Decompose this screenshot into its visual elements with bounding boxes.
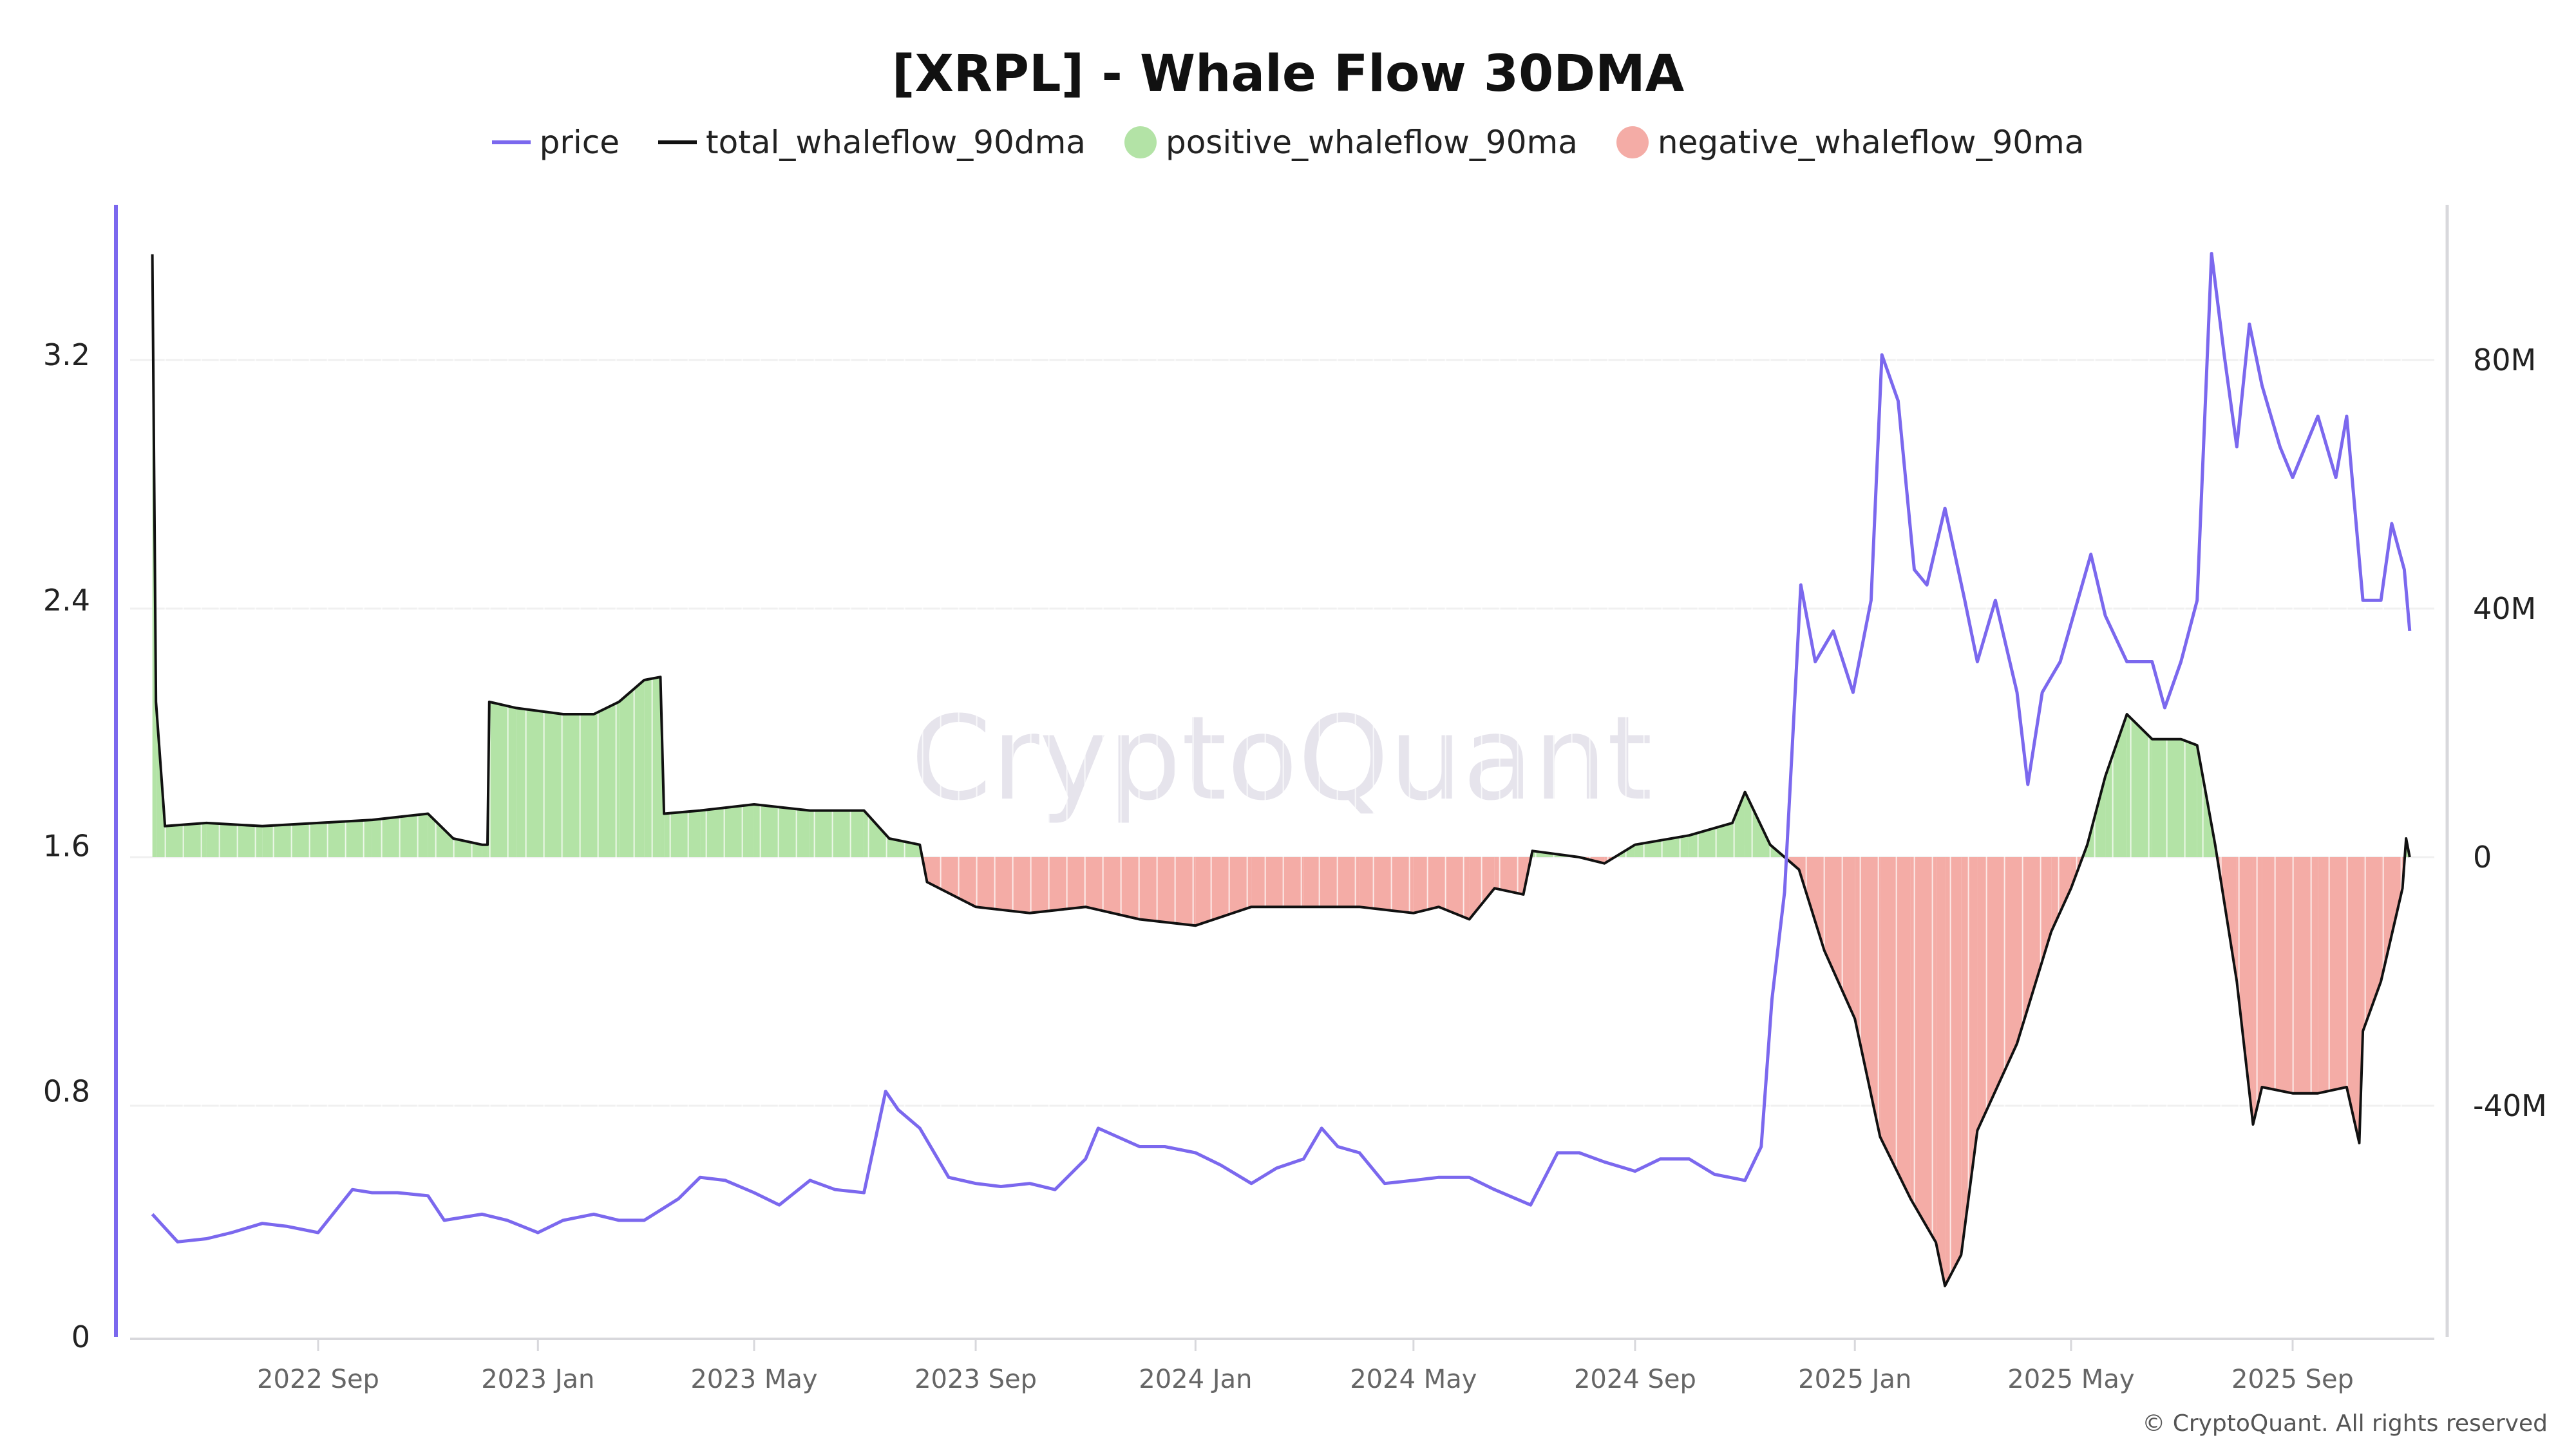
legend: price total_whaleflow_90dma positive_wha… [0,124,2576,161]
watermark: CryptoQuant [911,692,1653,826]
x-axis-tick-label: 2024 Jan [1139,1365,1252,1394]
positive-flow-bar [1745,791,1770,857]
x-axis-tick-label: 2025 Sep [2231,1365,2354,1394]
positive-flow-bar [664,810,701,857]
legend-label: positive_whaleflow_90ma [1165,124,1578,161]
positive-flow-bar [428,813,453,857]
negative-flow-bar [1936,857,1946,1286]
negative-flow-bar [1029,857,1086,913]
left-axis-tick-label: 2.4 [43,583,90,618]
negative-flow-bar [1494,857,1524,895]
positive-flow-bar [619,679,645,857]
negative-flow-bar [2293,857,2318,1094]
x-axis-tick-label: 2024 Sep [1574,1365,1696,1394]
negative-flow-bar [2363,857,2382,1032]
positive-flow-bar [753,804,810,857]
x-axis-tick-label: 2025 Jan [1798,1365,1911,1394]
negative-flow-bar [1880,857,1911,1199]
price-line [151,252,2412,1244]
right-axis-tick-label: 0 [2473,840,2492,875]
left-axis-tick-label: 3.2 [43,337,90,372]
negative-flow-bar [2346,857,2360,1143]
positive-flow-bar [594,701,620,857]
legend-swatch-negative [1616,126,1649,158]
x-axis-tick-label: 2023 May [690,1365,817,1394]
positive-flow-bar [482,844,488,857]
negative-flow-bar [1085,857,1140,920]
positive-flow-bar [563,714,594,857]
negative-flow-bar [976,857,1030,913]
positive-flow-bar [2181,739,2197,857]
negative-flow-bar [2051,857,2071,932]
legend-swatch-positive [1124,126,1157,158]
negative-flow-bar [2016,857,2052,1044]
x-axis-tick-label: 2023 Jan [481,1365,594,1394]
negative-flow-bar [1139,857,1196,926]
x-axis-tick-label: 2022 Sep [257,1365,379,1394]
positive-flow-bar [700,804,754,857]
legend-item-negative[interactable]: negative_whaleflow_90ma [1616,124,2085,161]
left-axis-tick-label: 0.8 [43,1074,90,1109]
positive-flow-bar [1689,822,1732,857]
positive-flow-bar [206,822,263,857]
total-whaleflow-line [151,254,2411,1287]
legend-label: total_whaleflow_90dma [706,124,1086,161]
positive-flow-bar [1732,791,1745,857]
x-axis-tick-label: 2024 May [1350,1365,1477,1394]
legend-label: price [539,124,620,161]
negative-flow-bar [2262,857,2293,1094]
legend-swatch-total [658,140,697,144]
legend-item-total[interactable]: total_whaleflow_90dma [658,124,1086,161]
copyright-text: © CryptoQuant. All rights reserved [2142,1410,2548,1437]
legend-item-price[interactable]: price [491,124,620,161]
negative-flow-bar [1195,857,1252,926]
negative-flow-bar [1824,857,1855,1019]
negative-flow-bar [2359,857,2363,1143]
left-axis-tick-label: 1.6 [43,828,90,863]
negative-flow-bar [2237,857,2253,1124]
negative-flow-bar [1439,857,1470,920]
left-axis-tick-label: 0 [71,1320,90,1354]
legend-label: negative_whaleflow_90ma [1657,124,2085,161]
chart-title: [XRPL] - Whale Flow 30DMA [891,45,1685,103]
negative-flow-bar [1413,857,1439,913]
x-axis-tick-label: 2023 Sep [914,1365,1037,1394]
positive-flow-bar [262,822,318,857]
negative-flow-bar [927,857,976,907]
x-axis-tick-label: 2025 May [2007,1365,2134,1394]
positive-flow-bar [165,822,207,857]
negative-flow-bar [1855,857,1880,1137]
legend-item-positive[interactable]: positive_whaleflow_90ma [1124,124,1578,161]
negative-flow-bar [1945,857,1962,1286]
legend-swatch-price [491,140,531,144]
right-axis-tick-label: 40M [2473,591,2536,626]
positive-flow-bar [810,810,864,857]
negative-flow-bar [1303,857,1359,907]
negative-flow-bar [1910,857,1937,1243]
positive-flow-bar [2126,714,2152,857]
right-axis-tick-label: 80M [2473,343,2536,377]
negative-flow-bar [2318,857,2347,1094]
negative-flow-bar [1359,857,1414,913]
negative-flow-bar [2381,857,2403,981]
right-axis-tick-label: -40M [2473,1088,2547,1123]
negative-flow-bar [1251,857,1304,907]
positive-flow-bar [516,708,564,857]
positive-flow-bar [2105,714,2127,857]
positive-flow-bar [489,701,516,857]
positive-flow-bar [864,810,889,857]
